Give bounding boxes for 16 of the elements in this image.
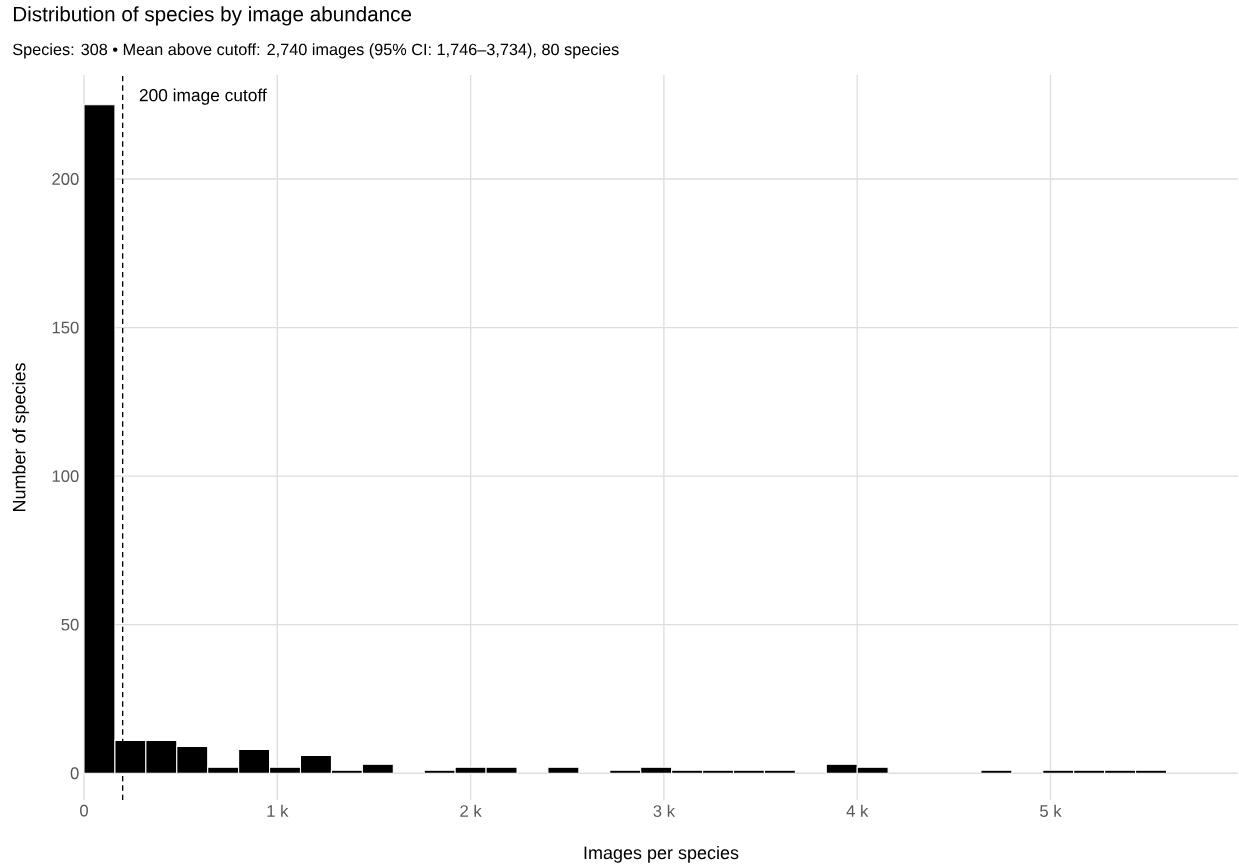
chart-subtitle: Species: 308 • Mean above cutoff: 2,740 images (95% CI: 1,746–3,734), 80 species: [13, 43, 619, 59]
y-tick-label: 200: [52, 173, 79, 185]
y-tick-label: 150: [52, 321, 79, 334]
chart-title: Distribution of species by image abundance: [13, 6, 412, 26]
x-tick-label: 1 k: [267, 804, 289, 817]
y-tick-label: 50: [61, 618, 79, 631]
x-tick-label: 5 k: [1040, 804, 1062, 817]
ref-line-label: 200 image cutoff: [139, 88, 267, 105]
x-tick-label: 3 k: [653, 804, 676, 817]
y-axis-title: Number of species: [12, 363, 30, 512]
x-axis-title: Images per species: [584, 845, 739, 863]
y-tick-label: 100: [52, 470, 79, 483]
x-tick-label: 0: [80, 804, 88, 817]
x-tick-label: 2 k: [460, 804, 482, 817]
y-tick-label: 0: [70, 767, 79, 780]
x-tick-label: 4 k: [846, 804, 869, 817]
